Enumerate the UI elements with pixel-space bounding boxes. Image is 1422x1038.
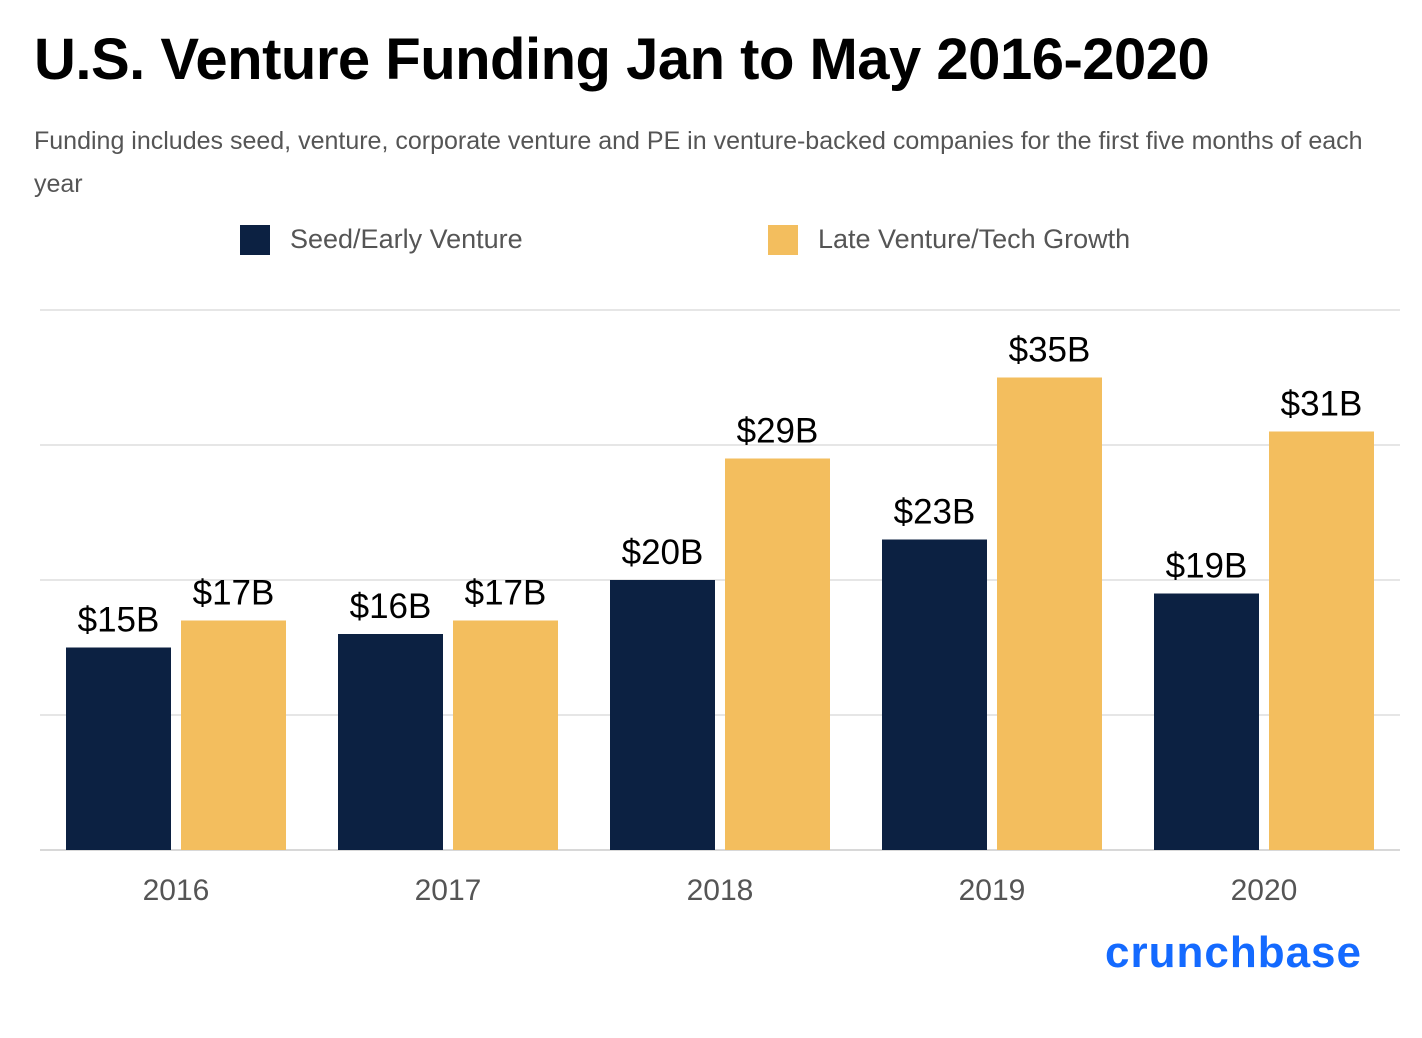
bar-late-2017 <box>453 620 558 850</box>
legend-label-seed: Seed/Early Venture <box>290 224 523 254</box>
data-label: $17B <box>465 574 547 613</box>
x-tick-label: 2018 <box>687 874 754 907</box>
data-label: $17B <box>193 574 275 613</box>
legend-label-late: Late Venture/Tech Growth <box>818 224 1131 254</box>
bar-late-2020 <box>1269 431 1374 850</box>
x-tick-label: 2017 <box>415 874 482 907</box>
data-label: $31B <box>1281 385 1363 424</box>
bar-seed-2017 <box>338 634 443 850</box>
legend-swatch-seed <box>240 224 270 255</box>
bar-seed-2016 <box>66 647 171 850</box>
data-label: $19B <box>1166 547 1248 586</box>
data-label: $35B <box>1009 331 1091 370</box>
bar-seed-2020 <box>1154 593 1259 850</box>
data-label: $20B <box>622 533 704 572</box>
x-tick-label: 2016 <box>143 874 210 907</box>
chart-title: U.S. Venture Funding Jan to May 2016-202… <box>34 27 1210 92</box>
x-tick-label: 2019 <box>959 874 1026 907</box>
data-label: $16B <box>350 587 432 626</box>
bar-seed-2019 <box>882 539 987 850</box>
legend-swatch-late <box>768 224 798 255</box>
bar-late-2019 <box>997 377 1102 850</box>
bar-seed-2018 <box>610 580 715 850</box>
data-label: $23B <box>894 493 976 532</box>
crunchbase-logo: crunchbase <box>1105 928 1362 977</box>
legend-item-late: Late Venture/Tech Growth <box>768 224 1130 255</box>
data-label: $15B <box>78 601 160 640</box>
chart-subtitle: Funding includes seed, venture, corporat… <box>34 127 1363 198</box>
legend-item-seed: Seed/Early Venture <box>240 224 523 255</box>
x-tick-label: 2020 <box>1231 874 1298 907</box>
data-label: $29B <box>737 412 819 451</box>
bar-late-2016 <box>181 620 286 850</box>
bar-late-2018 <box>725 458 830 850</box>
